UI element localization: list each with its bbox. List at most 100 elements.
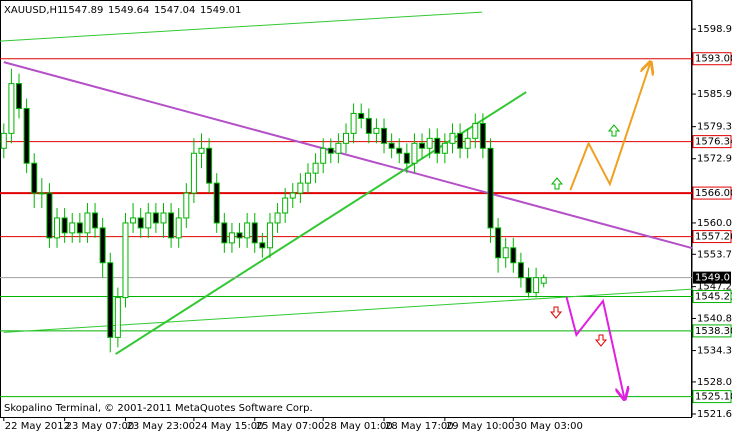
candle-body [46,192,53,239]
candle-body [525,277,532,294]
candle-body [0,132,7,149]
candle-body [297,182,304,194]
candle-body [107,262,114,338]
level-label: 1538.30 [695,326,732,337]
y-tick-label: 1547.20 [697,282,732,293]
candle-body [84,212,91,234]
candle-body [320,147,327,164]
x-tick-label: 28 May 01:00 [324,421,393,432]
candle-body [31,162,38,194]
level-label-box [692,230,732,244]
candle-body [411,142,418,164]
forecast-path [565,296,625,398]
y-tick-label: 1553.70 [697,249,732,260]
level-label: 1593.00 [695,54,732,65]
candle-body [396,147,403,154]
candle-body [145,212,152,229]
level-label: 1525.10 [695,392,732,403]
candle-body [540,277,547,284]
candle-body [168,212,175,239]
candle-body [236,232,243,239]
level-label: 1566.00 [695,188,732,199]
candle-body [38,192,45,195]
candle-body [373,127,380,134]
candle-body [152,212,159,224]
trend-line [3,61,693,250]
level-label: 1576.34 [695,137,732,148]
y-tick-label: 1572.90 [697,154,732,165]
candle-body [122,222,129,299]
x-tick-label: 22 May 2012 [5,421,70,432]
forecast-path [569,63,650,191]
candle-body [198,147,205,154]
candle-body [183,192,190,219]
candle-body [190,152,197,194]
y-tick-label: 1560.00 [697,218,732,229]
candle-body [160,212,167,224]
candle-body [266,222,273,249]
candle-body [381,127,388,144]
candle-body [502,247,509,259]
y-tick-label: 1585.90 [697,89,732,100]
candle-body [312,162,319,174]
ohlc-close: 1549.01 [200,5,241,16]
candle-body [69,222,76,234]
x-tick-label: 23 May 07:00 [66,421,135,432]
candle-body [517,262,524,279]
level-label-box [692,290,732,304]
y-tick-label: 1540.80 [697,313,732,324]
candle-body [487,147,494,229]
x-tick-label: 30 May 03:00 [514,421,583,432]
x-tick-label: 23 May 23:00 [126,421,195,432]
candle-body [251,222,258,244]
candle-body [8,83,15,134]
x-tick-label: 29 May 10:00 [446,421,515,432]
candle-body [434,137,441,154]
candle-body [358,112,365,119]
candle-body [213,182,220,224]
candle-body [76,222,83,234]
candle-body [54,217,61,239]
candle-body [289,192,296,199]
candle-body [441,142,448,154]
level-label-box [692,135,732,149]
candle-body [206,147,213,184]
candle-body [510,247,517,264]
x-tick-label: 28 May 17:00 [385,421,454,432]
candle-body [99,227,106,264]
current-price-label: 1549.01 [695,273,732,284]
level-label-box [692,390,732,404]
candle-body [365,117,372,134]
candle-body [137,217,144,229]
candle-body [244,222,251,239]
y-tick-label: 1521.60 [697,409,732,420]
candle-body [533,277,540,294]
candle-body [274,212,281,224]
ohlc-high: 1549.64 [108,5,149,16]
candle-body [388,142,395,149]
x-tick-label: 24 May 15:00 [195,421,264,432]
current-price-box [693,271,731,284]
candle-body [282,197,289,214]
candle-body [92,212,99,229]
level-label: 1557.26 [695,232,732,243]
candle-body [495,227,502,259]
level-label-box [692,324,732,338]
candle-body [327,147,334,154]
candle-body [343,132,349,144]
y-tick-label: 1534.35 [697,346,732,357]
candle-body [130,217,137,224]
candle-body [175,217,182,239]
candle-body [335,142,342,154]
footer: Skopalino Terminal, © 2001-2011 MetaQuot… [4,403,313,414]
candle-body [479,122,486,149]
down-arrow-icon [549,306,563,319]
candle-body [472,122,479,139]
candle-body [403,152,410,164]
candle-body [350,112,357,134]
level-label-box [692,52,732,66]
candle-body [464,137,471,149]
candle-body [228,232,235,244]
x-tick-label: 25 May 07:00 [256,421,325,432]
